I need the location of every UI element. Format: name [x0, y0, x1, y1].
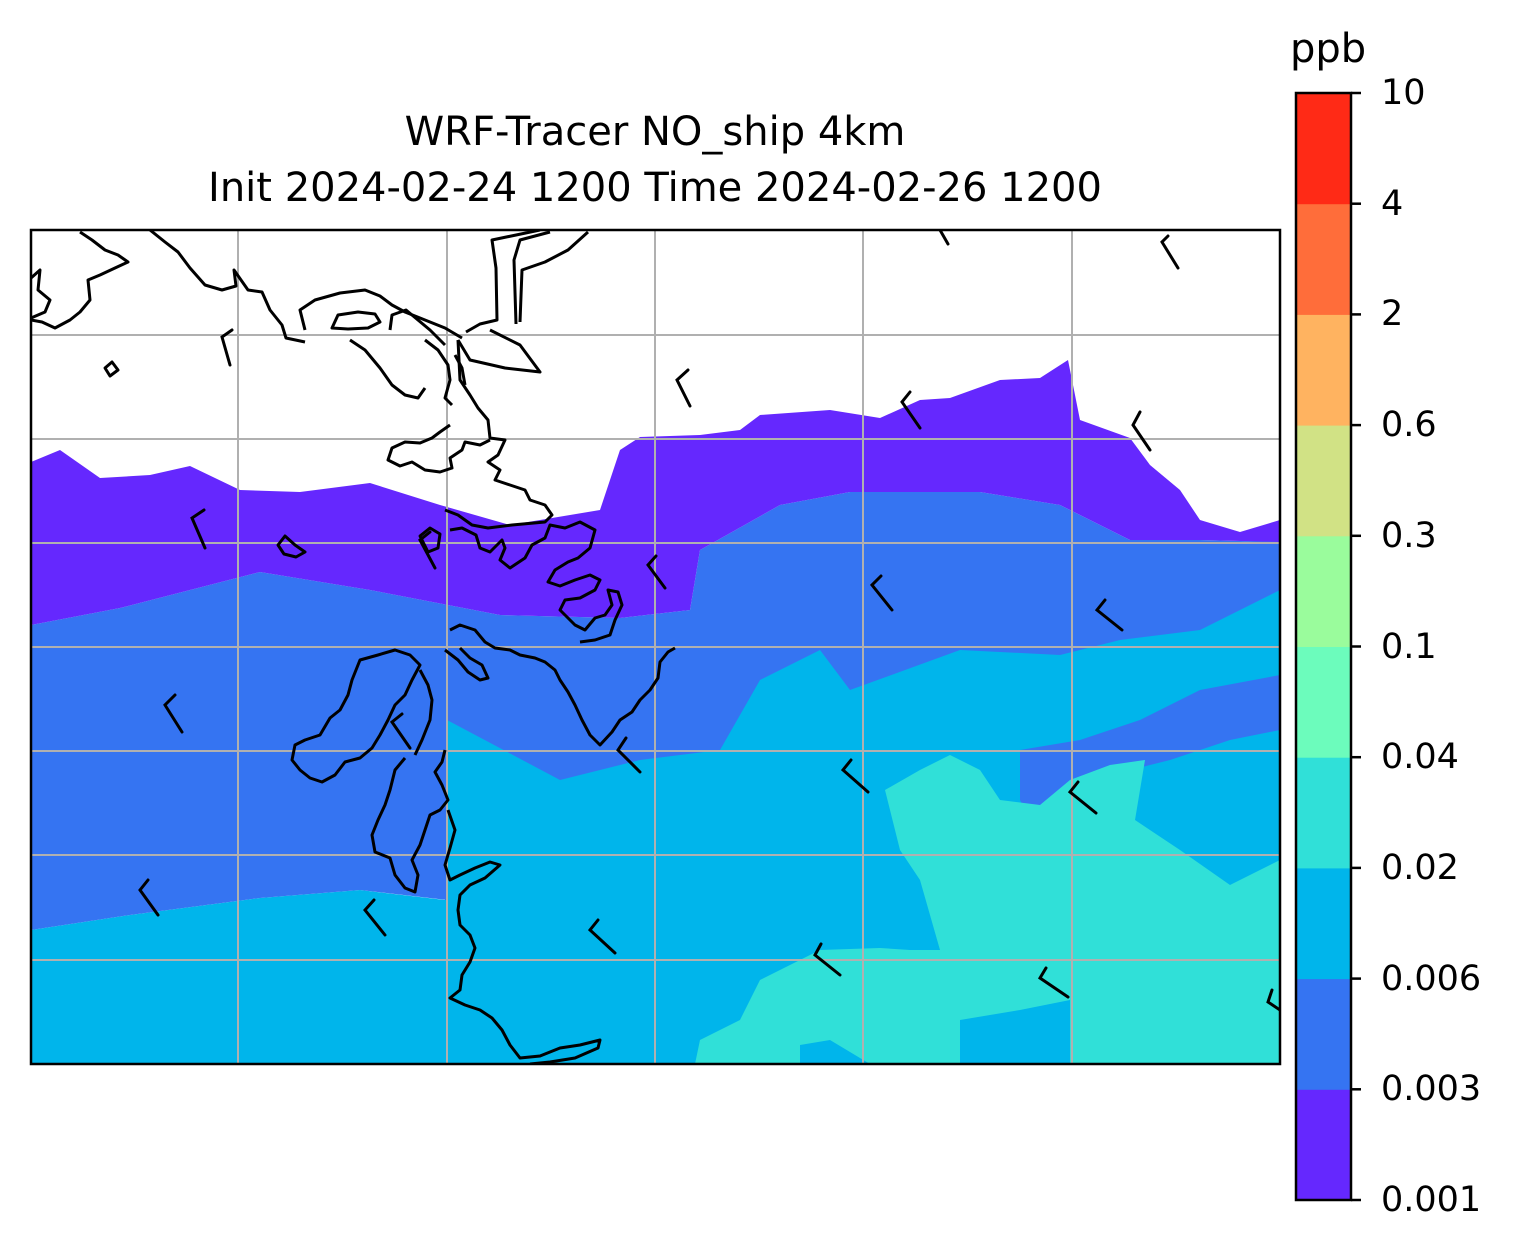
colorbar-segment — [1296, 203, 1351, 315]
colorbar-segment — [1296, 314, 1351, 426]
map-title-line2: Init 2024-02-24 1200 Time 2024-02-26 120… — [208, 165, 1102, 211]
colorbar-tick-label: 0.001 — [1381, 1180, 1482, 1220]
colorbar-tick-label: 0.3 — [1381, 515, 1437, 556]
colorbar-unit-label: ppb — [1290, 26, 1367, 72]
colorbar-tick-label: 10 — [1381, 73, 1426, 113]
colorbar-segment — [1296, 978, 1351, 1090]
colorbar-tick-label: 0.1 — [1381, 626, 1437, 667]
colorbar-segment — [1296, 1089, 1351, 1201]
colorbar-tick-label: 0.6 — [1381, 405, 1437, 446]
colorbar-tick-label: 4 — [1381, 183, 1404, 224]
colorbar-tick-label: 2 — [1381, 294, 1404, 335]
colorbar — [1294, 91, 1361, 1202]
colorbar-segment — [1296, 757, 1351, 869]
colorbar-tick-label: 0.04 — [1381, 737, 1459, 778]
wind-barbs — [138, 230, 1280, 1012]
gridlines — [31, 230, 1280, 1064]
colorbar-tick-label: 0.003 — [1381, 1069, 1482, 1110]
band-0.02-0.04 — [695, 755, 1280, 1064]
map-title-line1: WRF-Tracer NO_ship 4km — [404, 109, 906, 155]
coastlines — [31, 230, 676, 1064]
colorbar-segment — [1296, 425, 1351, 537]
band-0.003-0.006-east — [1020, 675, 1280, 840]
colorbar-segment — [1296, 93, 1351, 205]
colorbar-segment — [1296, 646, 1351, 758]
colorbar-segment — [1296, 535, 1351, 647]
colorbar-tick-label: 0.006 — [1381, 958, 1482, 999]
map-frame — [29, 228, 1282, 1066]
colorbar-segment — [1296, 867, 1351, 980]
colorbar-tick-label: 0.02 — [1381, 847, 1459, 888]
